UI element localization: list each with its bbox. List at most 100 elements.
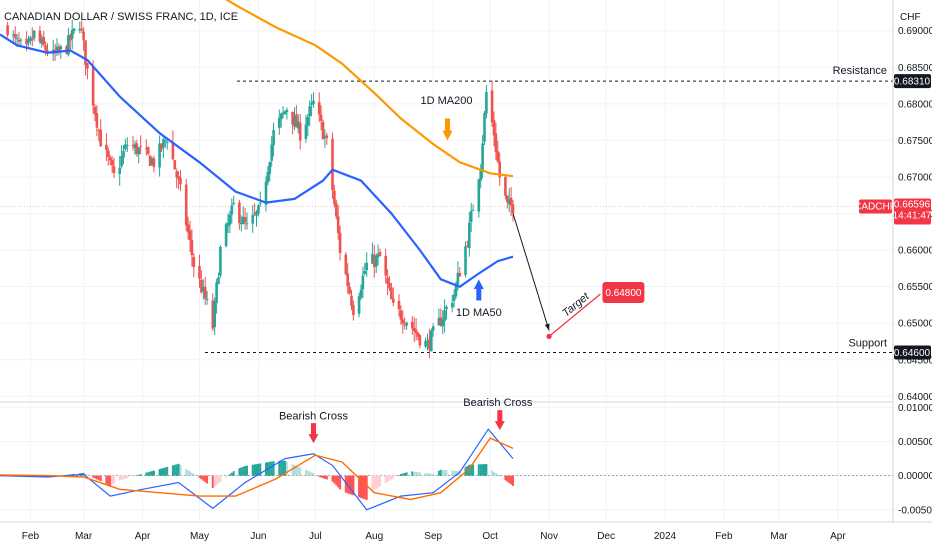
candle-body — [184, 184, 188, 226]
candle-body — [509, 197, 513, 206]
histogram-bar — [187, 470, 190, 476]
candle-body — [270, 144, 273, 161]
histogram-bar — [253, 464, 256, 476]
candle-body — [492, 120, 496, 136]
candle-body — [450, 303, 454, 308]
histogram-bar — [265, 462, 267, 476]
candle-body — [224, 224, 228, 247]
candle-body — [86, 62, 89, 69]
histogram-bar — [122, 475, 125, 480]
histogram-bar — [308, 471, 311, 476]
candle-body — [179, 177, 182, 185]
candle-body — [137, 147, 140, 155]
histogram-bar — [139, 474, 142, 476]
candle-body — [401, 319, 405, 324]
candle-body — [78, 28, 82, 31]
histogram-bar — [227, 475, 229, 477]
histogram-bar — [399, 474, 402, 476]
histogram-bar — [472, 464, 475, 476]
candle-body — [416, 332, 420, 337]
candle-body — [388, 282, 391, 289]
candle-body — [469, 210, 473, 223]
candle-body — [150, 159, 154, 165]
histogram-bar — [445, 470, 448, 476]
time-tick-label: Jul — [309, 531, 322, 542]
histogram-bar — [439, 469, 442, 476]
histogram-bar — [270, 461, 273, 476]
candle-body — [506, 195, 509, 203]
resistance-price-box — [894, 74, 931, 89]
histogram-bar — [94, 475, 96, 479]
histogram-bar — [485, 464, 488, 476]
histogram-bar — [310, 472, 313, 476]
candle-body — [485, 92, 488, 114]
candle-body — [412, 327, 416, 332]
histogram-bar — [337, 475, 340, 488]
candle-body — [238, 202, 241, 223]
candle-body — [226, 222, 230, 227]
histogram-bar — [498, 475, 501, 477]
candle-body — [441, 319, 444, 327]
candle-body — [118, 167, 121, 175]
histogram-bar — [453, 470, 456, 476]
histogram-bar — [451, 470, 454, 476]
candle-body — [67, 35, 70, 55]
histogram-bar — [417, 472, 419, 476]
macd-axis[interactable]: 0.01000 0.00500 0.00000 -0.00500 — [898, 403, 932, 516]
histogram-bar — [120, 475, 123, 480]
histogram-bar — [152, 470, 155, 476]
histogram-bar — [107, 475, 110, 485]
candle-body — [507, 199, 511, 205]
candle-body — [468, 222, 471, 249]
candle-body — [283, 111, 287, 115]
histogram-bar — [97, 475, 100, 481]
histogram-bar — [118, 475, 121, 481]
candle-body — [198, 265, 201, 279]
time-axis[interactable]: Feb Mar Apr May Jun Jul Aug Sep Oct Nov Dec 2024 Feb… — [22, 531, 847, 542]
candle-body — [297, 121, 300, 129]
histogram-bar — [493, 471, 495, 476]
candle-body — [107, 150, 110, 158]
candle-body — [243, 217, 247, 222]
candle-body — [70, 29, 74, 39]
candle-body — [471, 209, 475, 211]
candle-body — [452, 294, 456, 301]
histogram-bar — [145, 472, 148, 476]
histogram-bar — [479, 464, 482, 476]
histogram-bar — [124, 475, 127, 479]
candle-body — [308, 106, 311, 117]
histogram-bar — [189, 471, 191, 476]
candle-body — [317, 102, 321, 115]
candle-body — [352, 305, 355, 316]
candle-body — [84, 40, 87, 65]
histogram-bar — [111, 475, 114, 485]
candle-body — [173, 160, 177, 170]
candle-body — [93, 106, 97, 115]
histogram-bar — [198, 475, 201, 478]
histogram-bar — [508, 475, 511, 484]
time-tick-label: Mar — [75, 531, 93, 542]
candle-body — [365, 262, 368, 271]
candle-body — [158, 143, 161, 168]
candle-body — [454, 283, 458, 297]
candle-body — [490, 90, 494, 123]
histogram-bar — [272, 461, 275, 476]
bearish-cross-label-1: Bearish Cross — [279, 411, 349, 423]
candle-body — [80, 28, 83, 31]
histogram-bar — [377, 475, 380, 488]
symbol-price-box — [859, 199, 892, 214]
histogram-bar — [211, 475, 214, 488]
histogram-bar — [496, 474, 499, 476]
price-tick-label: 0.67500 — [898, 136, 932, 147]
histogram-bar — [325, 475, 328, 480]
candle-body — [255, 211, 258, 216]
histogram-bar — [428, 473, 431, 476]
histogram-bar — [137, 474, 140, 476]
candle-body — [32, 30, 36, 39]
candle-body — [481, 143, 484, 170]
candle-body — [321, 121, 325, 140]
candle-body — [219, 246, 222, 276]
candle-body — [105, 144, 108, 150]
histogram-bar — [291, 464, 294, 476]
